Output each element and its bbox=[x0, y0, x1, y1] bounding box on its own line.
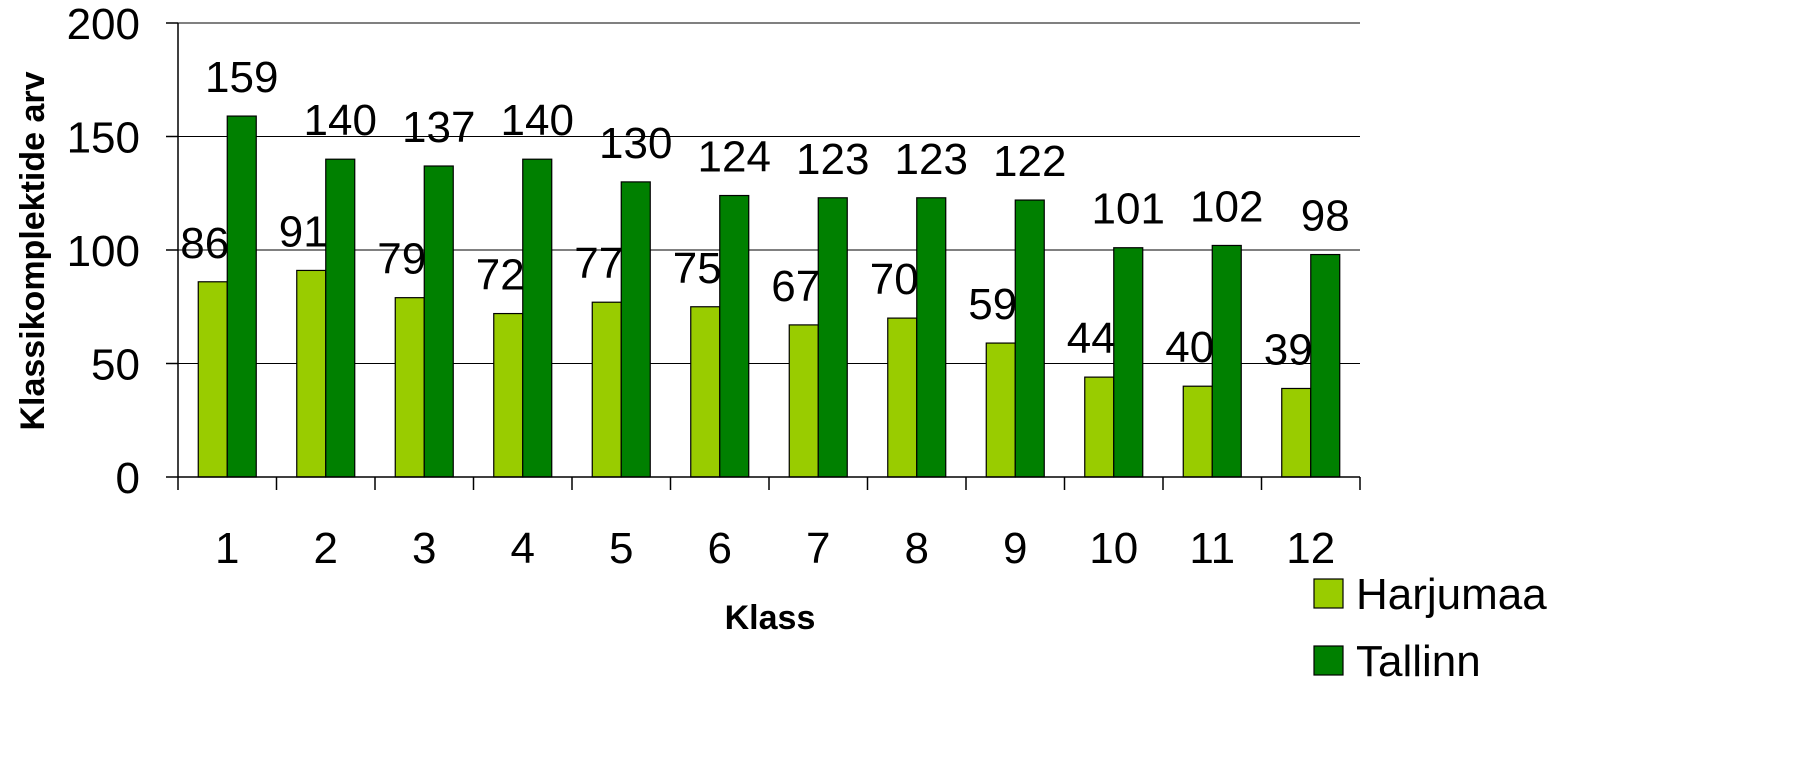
bar-tallinn bbox=[522, 158, 553, 478]
bar-tallinn bbox=[817, 197, 848, 478]
bar-tallinn bbox=[325, 158, 356, 478]
data-label-tallinn: 102 bbox=[1190, 182, 1263, 231]
bar-harjumaa bbox=[985, 342, 1016, 478]
bar-harjumaa bbox=[394, 297, 425, 478]
x-tick-label: 12 bbox=[1286, 524, 1335, 573]
data-label-harjumaa: 67 bbox=[771, 262, 820, 311]
x-axis-title: Klass bbox=[725, 599, 816, 637]
bar-tallinn bbox=[1014, 199, 1045, 478]
bar-harjumaa bbox=[788, 324, 819, 478]
bar-harjumaa bbox=[1281, 387, 1312, 478]
bar-harjumaa bbox=[296, 269, 327, 478]
x-tick-labels: 1 2 3 4 5 6 7 8 9 10 11 12 bbox=[215, 524, 1335, 573]
x-tick-label: 9 bbox=[1003, 524, 1027, 573]
data-label-harjumaa: 86 bbox=[180, 219, 229, 268]
data-label-tallinn: 123 bbox=[796, 135, 869, 184]
y-tick-label: 150 bbox=[67, 114, 140, 163]
data-label-harjumaa: 40 bbox=[1165, 323, 1214, 372]
legend-swatch-tallinn bbox=[1313, 645, 1344, 676]
data-label-tallinn: 130 bbox=[599, 119, 672, 168]
bar-tallinn bbox=[226, 115, 257, 478]
y-tick-label: 100 bbox=[67, 227, 140, 276]
data-label-tallinn: 101 bbox=[1092, 185, 1165, 234]
data-label-harjumaa: 44 bbox=[1067, 314, 1116, 363]
x-tick-label: 7 bbox=[806, 524, 830, 573]
x-tick-label: 6 bbox=[708, 524, 732, 573]
x-tick-label: 8 bbox=[905, 524, 929, 573]
data-label-tallinn: 159 bbox=[205, 53, 278, 102]
data-label-tallinn: 140 bbox=[304, 96, 377, 145]
data-label-tallinn: 98 bbox=[1301, 192, 1350, 241]
gridlines bbox=[178, 22, 1360, 364]
data-label-harjumaa: 75 bbox=[673, 244, 722, 293]
data-label-harjumaa: 72 bbox=[476, 251, 525, 300]
legend: Harjumaa Tallinn bbox=[1313, 570, 1547, 686]
data-label-tallinn: 140 bbox=[501, 96, 574, 145]
x-tick-label: 10 bbox=[1089, 524, 1138, 573]
bar-harjumaa bbox=[197, 281, 228, 478]
y-tick-label: 200 bbox=[67, 0, 140, 49]
data-label-tallinn: 122 bbox=[993, 137, 1066, 186]
data-label-harjumaa: 91 bbox=[279, 207, 328, 256]
bar-tallinn bbox=[719, 194, 750, 478]
data-labels: 86 159 91 140 79 137 72 140 77 130 75 124 67 123 70 123… bbox=[180, 53, 1349, 374]
data-label-tallinn: 123 bbox=[895, 135, 968, 184]
bar-harjumaa bbox=[1182, 385, 1213, 478]
bar-tallinn bbox=[620, 181, 651, 478]
bar-tallinn bbox=[1211, 244, 1242, 478]
data-label-harjumaa: 79 bbox=[377, 235, 426, 284]
bar-tallinn bbox=[1113, 247, 1144, 478]
y-tick-label: 0 bbox=[116, 454, 140, 503]
y-axis-title: Klassikomplektide arv bbox=[14, 71, 52, 430]
data-label-harjumaa: 77 bbox=[574, 239, 623, 288]
legend-label-harjumaa: Harjumaa bbox=[1356, 570, 1547, 619]
data-label-harjumaa: 39 bbox=[1264, 325, 1313, 374]
bar-harjumaa bbox=[690, 306, 721, 478]
data-label-tallinn: 137 bbox=[402, 103, 475, 152]
bar-harjumaa bbox=[591, 301, 622, 478]
y-tick-label: 50 bbox=[91, 341, 140, 390]
x-tick-label: 4 bbox=[511, 524, 535, 573]
bar-tallinn bbox=[423, 165, 454, 478]
bar-tallinn bbox=[916, 197, 947, 478]
data-label-harjumaa: 70 bbox=[870, 255, 919, 304]
legend-swatch-harjumaa bbox=[1313, 578, 1344, 609]
bar-harjumaa bbox=[1084, 376, 1115, 478]
x-tick-label: 1 bbox=[215, 524, 239, 573]
legend-label-tallinn: Tallinn bbox=[1356, 637, 1481, 686]
bar-harjumaa bbox=[887, 317, 918, 478]
bar-harjumaa bbox=[493, 312, 524, 478]
data-label-harjumaa: 59 bbox=[968, 280, 1017, 329]
data-label-tallinn: 124 bbox=[698, 133, 771, 182]
x-tick-label: 2 bbox=[314, 524, 338, 573]
y-tick-labels: 0 50 100 150 200 bbox=[67, 0, 178, 503]
bar-tallinn bbox=[1310, 253, 1341, 478]
x-tick-label: 5 bbox=[609, 524, 633, 573]
x-tick-label: 11 bbox=[1189, 524, 1235, 573]
x-tick-label: 3 bbox=[412, 524, 436, 573]
